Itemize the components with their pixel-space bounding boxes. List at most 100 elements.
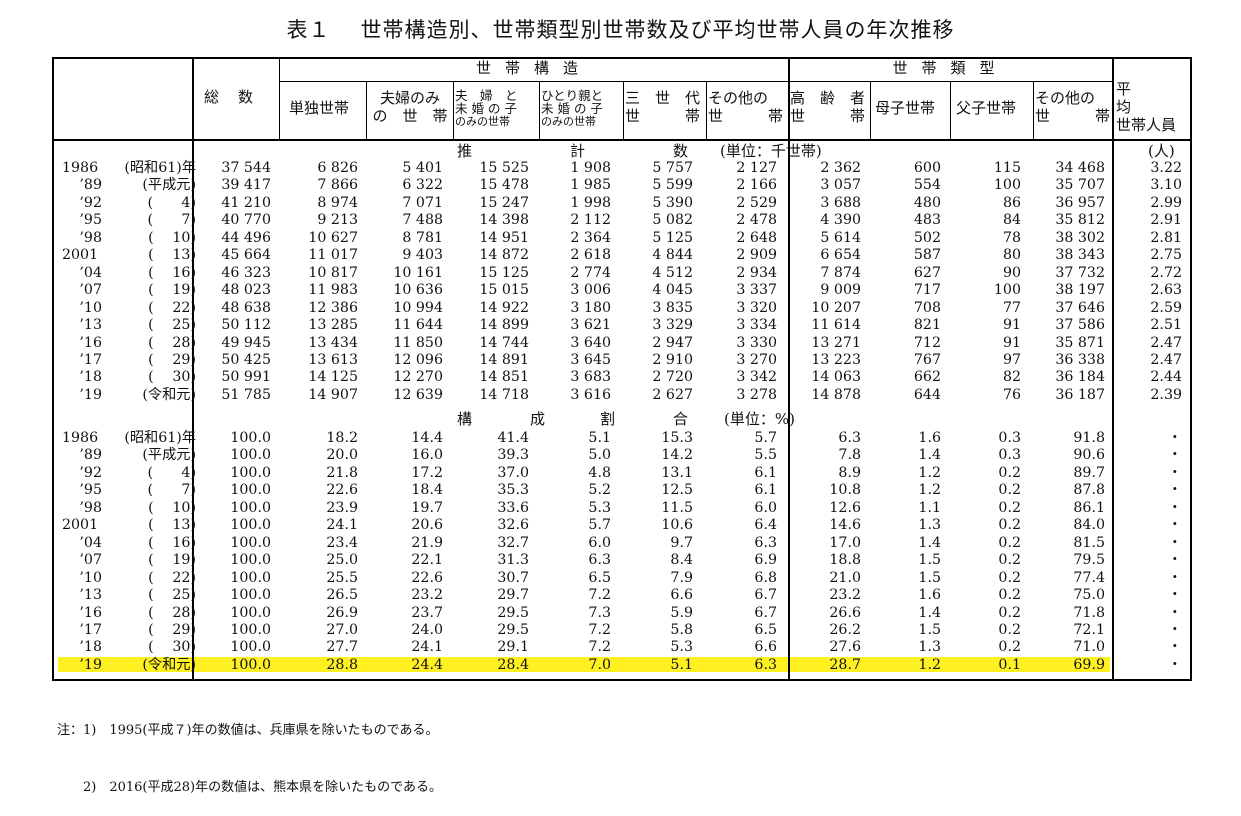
table-cell: 9.7: [670, 534, 693, 551]
table-cell: 6.7: [754, 587, 777, 604]
table-cell: 100.0: [230, 464, 271, 481]
year-label: ’98 ( 10): [62, 500, 196, 518]
table-cell: 712: [913, 334, 941, 351]
year-value: ’10: [79, 569, 102, 586]
table-cell: 708: [913, 299, 941, 316]
table-cell: 0.3: [998, 447, 1021, 464]
table-cell: 2 774: [570, 264, 611, 281]
table-title: 表１ 世帯構造別、世帯類型別世帯数及び平均世帯人員の年次推移: [0, 14, 1241, 44]
table-cell: 87.8: [1073, 482, 1105, 499]
table-cell: 7 874: [820, 264, 861, 281]
col-header-elderly-line2: 世 帯: [790, 107, 866, 125]
col-header-average-line1: 平 均: [1116, 80, 1177, 116]
table-cell: 14 851: [479, 369, 529, 386]
year-value: ’17: [79, 351, 102, 368]
table-cell: 1.3: [918, 517, 941, 534]
table-cell: 23.4: [326, 534, 358, 551]
table-cell: 100.0: [230, 569, 271, 586]
table-row: ’16 ( 28) 100.0 26.9 23.7 29.5 7.3 5.9 6.7 26.6 1.…: [54, 605, 1190, 623]
col-header-total: 総 数: [204, 88, 256, 106]
table-cell: 26.9: [326, 604, 358, 621]
year-value: ’13: [79, 317, 102, 334]
table-cell: 4 512: [652, 264, 693, 281]
era-value: ( 10): [148, 229, 196, 246]
table-cell: 3 640: [570, 334, 611, 351]
table-cell: 37 646: [1055, 299, 1105, 316]
table-cell: 30.7: [497, 569, 529, 586]
col-header-couple-child-line3: のみの世帯: [455, 115, 510, 128]
table-cell: 662: [913, 369, 941, 386]
table-cell: 86.1: [1073, 499, 1105, 516]
table-cell: 100: [993, 282, 1021, 299]
table-cell: 23.7: [411, 604, 443, 621]
table-cell: 587: [913, 247, 941, 264]
table-cell: 100.0: [230, 587, 271, 604]
table-cell: 12 270: [393, 369, 443, 386]
table-cell: 6 322: [402, 177, 443, 194]
table-row: ’10 ( 22) 48 638 12 386 10 994 14 922 3 180 3 8…: [54, 300, 1190, 318]
table-cell: 15 015: [479, 282, 529, 299]
average-column-divider: [1112, 59, 1114, 679]
table-cell: 3 835: [652, 299, 693, 316]
table-cell: 3 683: [570, 369, 611, 386]
year-value: ’13: [79, 587, 102, 604]
table-cell: 0.2: [998, 604, 1021, 621]
table-cell: 2.59: [1150, 299, 1182, 316]
group-heading-type: 世帯類型: [892, 59, 1009, 77]
table-cell: 40 770: [221, 212, 271, 229]
table-cell: 36 187: [1055, 386, 1105, 403]
table-cell: ・: [1167, 534, 1182, 551]
year-value: ’17: [79, 621, 102, 638]
table-cell: 86: [1002, 194, 1021, 211]
table-cell: 10 207: [811, 299, 861, 316]
era-value: (令和元): [142, 656, 196, 673]
table-cell: 6.1: [754, 482, 777, 499]
table-cell: 15 247: [479, 194, 529, 211]
col-header-other-structure-line2: 世 帯: [708, 107, 784, 125]
table-cell: 28.8: [326, 656, 358, 673]
table-cell: 45 664: [221, 247, 271, 264]
era-value: ( 10): [148, 499, 196, 516]
table-cell: 15.3: [661, 430, 693, 446]
table-cell: 10.8: [829, 482, 861, 499]
col-divider: [1033, 81, 1034, 139]
table-cell: 14 951: [479, 229, 529, 246]
table-cell: 26.2: [829, 621, 861, 638]
col-divider: [623, 81, 624, 139]
table-cell: 14 744: [479, 334, 529, 351]
table-cell: 5.3: [588, 499, 611, 516]
col-header-other-type-line2: 世 帯: [1035, 107, 1111, 125]
era-value: ( 4): [147, 194, 196, 211]
table-cell: 3 342: [736, 369, 777, 386]
table-cell: 2.63: [1150, 282, 1182, 299]
table-cell: 2.75: [1150, 247, 1182, 264]
table-row: ’89 (平成元) 100.0 20.0 16.0 39.3 5.0 14.2 5.5 7.8 1.…: [54, 447, 1190, 465]
table-cell: 49 945: [221, 334, 271, 351]
table-cell: 37 586: [1055, 317, 1105, 334]
table-cell: 14 125: [308, 369, 358, 386]
table-cell: 1.2: [918, 482, 941, 499]
year-value: ’89: [79, 447, 102, 464]
table-cell: 76: [1002, 386, 1021, 403]
table-cell: 100.0: [230, 639, 271, 656]
table-row: ’98 ( 10) 44 496 10 627 8 781 14 951 2 364 5 12…: [54, 230, 1190, 248]
table-cell: 6.3: [754, 656, 777, 673]
table-cell: 6.1: [754, 464, 777, 481]
table-cell: 6.3: [754, 534, 777, 551]
table-cell: ・: [1167, 517, 1182, 534]
table-cell: 7.3: [588, 604, 611, 621]
table-row: 1986 (昭和61)年 100.0 18.2 14.4 41.4 5.1 15.3 5.7 6.…: [54, 430, 1190, 448]
table-cell: 19.7: [411, 499, 443, 516]
year-label: ’98 ( 10): [62, 230, 196, 248]
table-cell: 100.0: [230, 604, 271, 621]
table-cell: 23.9: [326, 499, 358, 516]
year-value: ’92: [79, 194, 102, 211]
table-cell: 12.5: [661, 482, 693, 499]
table-cell: 7.9: [670, 569, 693, 586]
table-cell: 5 390: [652, 194, 693, 211]
table-cell: 821: [913, 317, 941, 334]
table-cell: 84.0: [1073, 517, 1105, 534]
year-value: ’10: [79, 299, 102, 316]
table-cell: 5.5: [754, 447, 777, 464]
table-cell: 480: [913, 194, 941, 211]
